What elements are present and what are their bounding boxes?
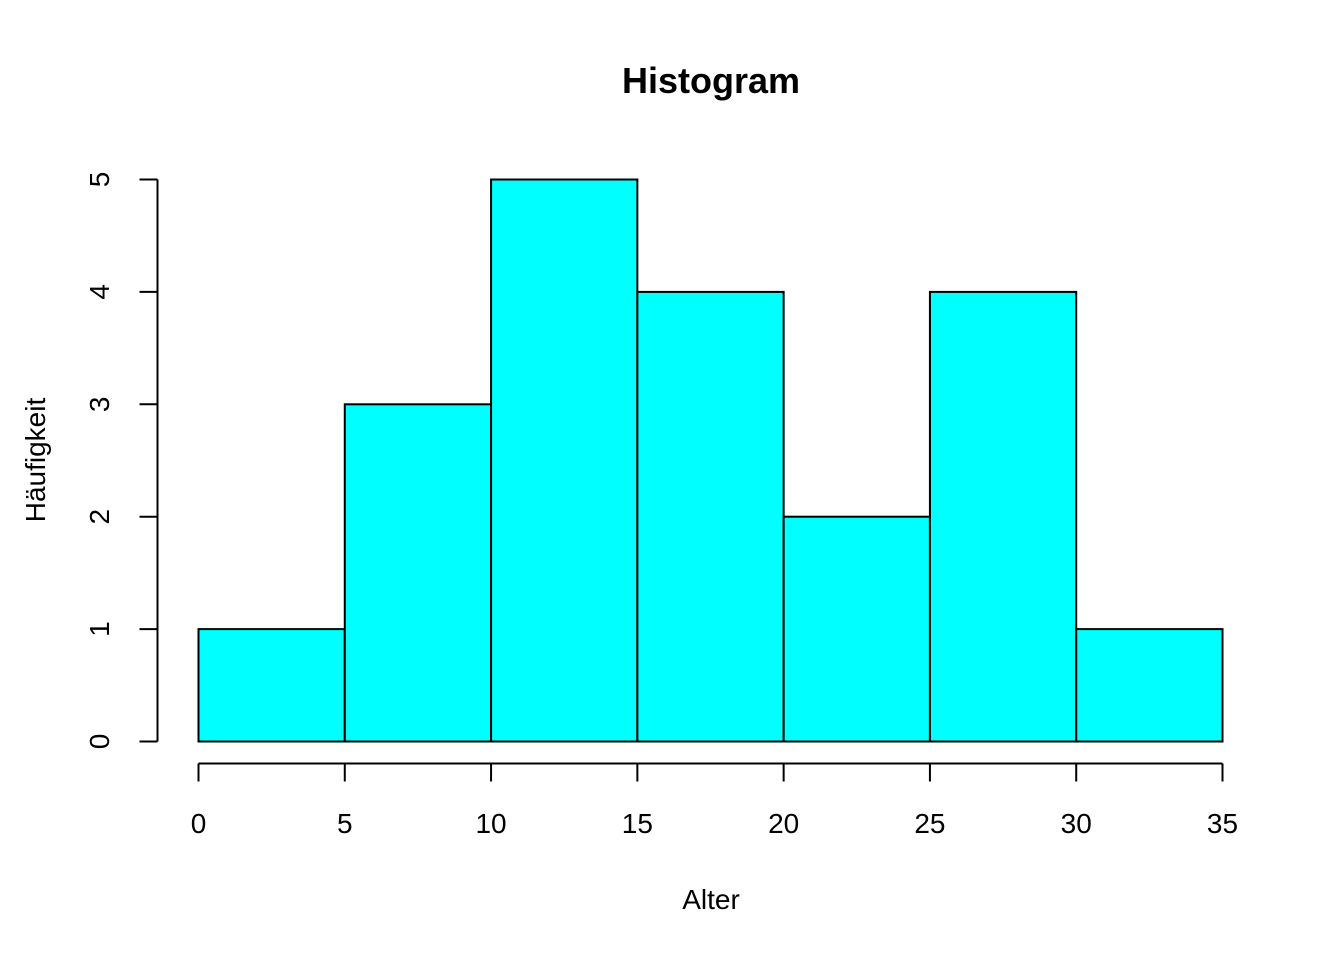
- x-tick-label-2: 10: [475, 808, 506, 839]
- bars-group: [197, 178, 1224, 743]
- y-tick-label-2: 2: [84, 509, 115, 525]
- y-tick-label-1: 1: [84, 621, 115, 637]
- x-axis: 0 5 10 15 20 25 30 35: [191, 762, 1238, 839]
- histogram-bar-6: [1075, 628, 1224, 743]
- histogram-bar-0: [197, 628, 346, 743]
- y-tick-label-4: 4: [84, 284, 115, 300]
- y-tick-label-0: 0: [84, 734, 115, 750]
- x-tick-label-5: 25: [914, 808, 945, 839]
- chart-title: Histogram: [622, 60, 800, 101]
- y-axis-title: Häufigkeit: [20, 398, 51, 523]
- y-tick-label-5: 5: [84, 172, 115, 188]
- x-tick-label-6: 30: [1061, 808, 1092, 839]
- x-tick-label-4: 20: [768, 808, 799, 839]
- y-tick-label-3: 3: [84, 397, 115, 413]
- y-axis: 0 1 2 3 4 5: [84, 172, 159, 750]
- histogram-bar-5: [928, 290, 1078, 743]
- x-tick-label-1: 5: [337, 808, 353, 839]
- x-tick-label-7: 35: [1207, 808, 1238, 839]
- histogram-bar-2: [490, 178, 639, 743]
- histogram-bar-4: [782, 515, 931, 743]
- histogram-bar-3: [636, 290, 785, 743]
- x-tick-label-3: 15: [622, 808, 653, 839]
- x-axis-title: Alter: [682, 884, 740, 915]
- x-tick-label-0: 0: [191, 808, 207, 839]
- histogram-bar-1: [343, 403, 493, 743]
